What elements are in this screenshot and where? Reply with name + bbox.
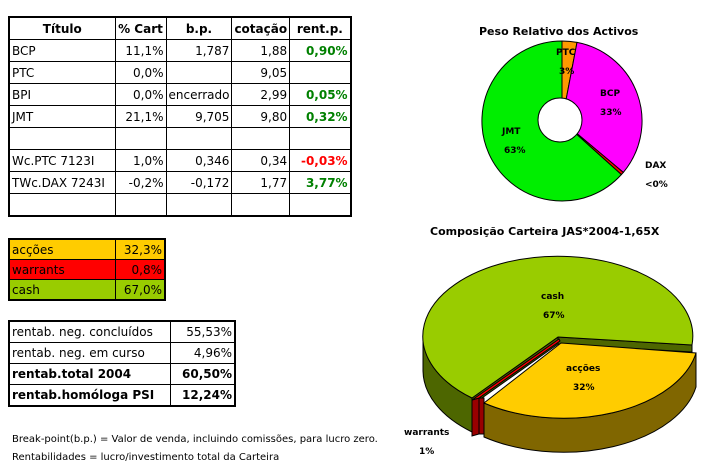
note-rentabilidades: Rentabilidades = lucro/investimento tota…	[12, 452, 280, 463]
donut-slice-dax	[561, 120, 625, 176]
returns-row: rentab.total 2004 60,50%	[8, 363, 236, 385]
donut-slice-bcp	[561, 41, 643, 174]
returns-table: rentab. neg. concluídos 55,53% rentab. neg…	[8, 320, 236, 407]
cell-titulo: TWc.DAX 7243I	[8, 171, 116, 194]
donut-pct-jmt: 63%	[504, 146, 526, 156]
returns-label: rentab. neg. em curso	[8, 342, 171, 364]
cell-titulo: Wc.PTC 7123I	[8, 149, 116, 172]
donut-label-ptc: PTC	[556, 48, 576, 58]
header-rent: rent.p.	[289, 16, 352, 40]
composition-value: 0,8%	[114, 259, 166, 280]
table-row: PTC 0,0% 9,05	[8, 61, 352, 84]
donut-label-dax: DAX	[645, 161, 666, 171]
donut-pct-ptc: 3%	[559, 67, 574, 77]
cell-cart: 21,1%	[114, 105, 167, 128]
pie3d-pct-acoes: 32%	[573, 383, 595, 393]
table-row: BCP 11,1% 1,787 1,88 0,90%	[8, 39, 352, 62]
cell-bp: 0,346	[165, 149, 233, 172]
cell-rent	[289, 193, 352, 217]
header-bp: b.p.	[165, 16, 233, 40]
cell-bp: -0,172	[165, 171, 233, 194]
holdings-header-row: Título % Cart b.p. cotação rent.p.	[8, 16, 352, 40]
composition-row: cash 67,0%	[8, 279, 166, 301]
composition-label: warrants	[8, 259, 116, 280]
composition-row: warrants 0,8%	[8, 259, 166, 280]
holdings-table: Título % Cart b.p. cotação rent.p. BCP 11…	[8, 16, 352, 217]
cell-rent: 3,77%	[289, 171, 352, 194]
cell-cart	[114, 193, 167, 217]
donut-label-bcp: BCP	[600, 89, 620, 99]
pie3d-warrants-wall	[471, 397, 480, 437]
pie3d-pct-cash: 67%	[543, 311, 565, 321]
cell-cart: 1,0%	[114, 149, 167, 172]
returns-label: rentab.homóloga PSI	[8, 384, 171, 407]
header-cart: % Cart	[114, 16, 167, 40]
table-row: JMT 21,1% 9,705 9,80 0,32%	[8, 105, 352, 128]
cell-cart: 0,0%	[114, 83, 167, 106]
donut-label-jmt: JMT	[501, 127, 521, 137]
pie3d-pct-warrants: 1%	[419, 447, 434, 457]
note-breakpoint: Break-point(b.p.) = Valor de venda, incl…	[12, 434, 378, 445]
returns-value: 60,50%	[169, 363, 236, 385]
pie3d-chart-title: Composição Carteira JAS*2004-1,65X	[430, 225, 660, 238]
pie3d-chart	[422, 255, 697, 453]
cell-bp: encerrado	[165, 83, 233, 106]
cell-titulo: PTC	[8, 61, 116, 84]
returns-label: rentab. neg. concluídos	[8, 320, 171, 343]
pie3d-slice-cash	[422, 255, 694, 399]
cell-rent: 0,90%	[289, 39, 352, 62]
pie3d-warrants-wall2	[478, 397, 485, 435]
composition-value: 32,3%	[114, 238, 166, 260]
pie3d-label-acoes: acções	[566, 364, 600, 374]
composition-value: 67,0%	[114, 279, 166, 301]
table-row	[8, 127, 352, 150]
cell-rent: -0,03%	[289, 149, 352, 172]
table-row: Wc.PTC 7123I 1,0% 0,346 0,34 -0,03%	[8, 149, 352, 172]
cell-cotacao: 0,34	[231, 149, 291, 172]
composition-table: acções 32,3% warrants 0,8% cash 67,0%	[8, 238, 166, 301]
donut-chart-title: Peso Relativo dos Activos	[479, 25, 639, 38]
donut-chart	[481, 40, 643, 202]
returns-row: rentab.homóloga PSI 12,24%	[8, 384, 236, 407]
pie3d-label-cash: cash	[541, 292, 564, 302]
cell-cotacao: 1,77	[231, 171, 291, 194]
pie3d-slice-acoes	[483, 342, 697, 419]
donut-pct-dax: <0%	[645, 180, 668, 190]
returns-row: rentab. neg. em curso 4,96%	[8, 342, 236, 364]
donut-pct-bcp: 33%	[600, 108, 622, 118]
table-row: TWc.DAX 7243I -0,2% -0,172 1,77 3,77%	[8, 171, 352, 194]
table-row	[8, 193, 352, 217]
cell-cart: -0,2%	[114, 171, 167, 194]
returns-value: 12,24%	[169, 384, 236, 407]
donut-hole	[537, 97, 583, 143]
pie3d-label-warrants: warrants	[404, 428, 449, 438]
returns-label: rentab.total 2004	[8, 363, 171, 385]
cell-bp	[165, 193, 233, 217]
